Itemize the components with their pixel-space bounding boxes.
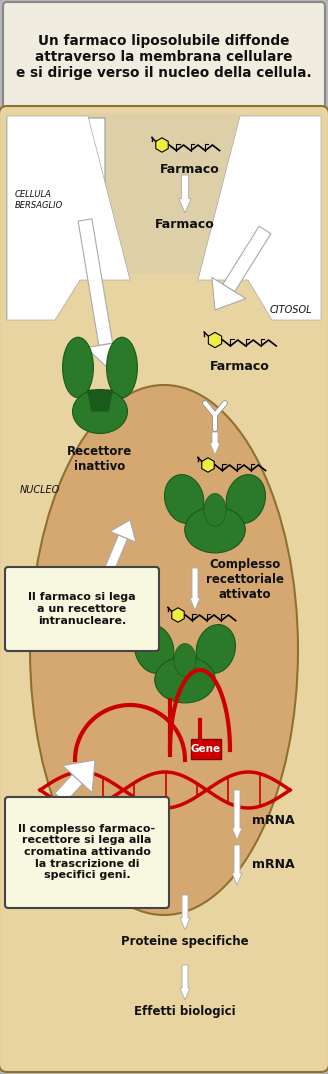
Polygon shape	[232, 790, 242, 840]
Ellipse shape	[107, 337, 137, 397]
Ellipse shape	[204, 493, 226, 526]
Ellipse shape	[134, 625, 174, 673]
FancyBboxPatch shape	[5, 797, 169, 908]
Text: Proteine specifiche: Proteine specifiche	[121, 935, 249, 948]
Polygon shape	[232, 845, 242, 885]
Ellipse shape	[30, 384, 298, 915]
Polygon shape	[156, 137, 168, 153]
Text: mRNA: mRNA	[252, 858, 295, 871]
FancyBboxPatch shape	[79, 114, 249, 274]
Polygon shape	[180, 895, 190, 930]
Text: CITOSOL: CITOSOL	[270, 305, 312, 315]
Ellipse shape	[155, 656, 215, 702]
Polygon shape	[179, 175, 191, 213]
FancyBboxPatch shape	[0, 106, 328, 1072]
FancyBboxPatch shape	[191, 739, 221, 759]
Text: Il farmaco si lega
a un recettore
intranucleare.: Il farmaco si lega a un recettore intran…	[28, 593, 136, 625]
Ellipse shape	[63, 337, 93, 397]
Ellipse shape	[196, 625, 236, 673]
Text: Un farmaco liposolubile diffonde
attraverso la membrana cellulare
e si dirige ve: Un farmaco liposolubile diffonde attrave…	[16, 33, 312, 81]
Polygon shape	[208, 332, 222, 348]
Polygon shape	[7, 118, 105, 320]
Text: mRNA: mRNA	[252, 813, 295, 827]
Polygon shape	[106, 535, 128, 570]
Text: Effetti biologici: Effetti biologici	[134, 1005, 236, 1018]
Polygon shape	[198, 116, 321, 320]
Ellipse shape	[165, 475, 204, 523]
Polygon shape	[110, 520, 136, 542]
Polygon shape	[63, 760, 95, 793]
Polygon shape	[87, 390, 113, 411]
Polygon shape	[55, 774, 83, 802]
Text: Farmaco: Farmaco	[160, 163, 220, 176]
Polygon shape	[180, 966, 190, 1000]
Polygon shape	[86, 342, 125, 371]
Polygon shape	[172, 608, 184, 622]
Polygon shape	[210, 432, 220, 455]
Ellipse shape	[185, 507, 245, 553]
FancyBboxPatch shape	[3, 2, 325, 118]
Ellipse shape	[72, 390, 128, 434]
Text: Complesso
recettoriale
attivato: Complesso recettoriale attivato	[206, 558, 284, 601]
Text: Farmaco: Farmaco	[155, 218, 215, 231]
Text: CELLULA
BERSAGLIO: CELLULA BERSAGLIO	[15, 190, 63, 209]
Ellipse shape	[226, 475, 265, 523]
Polygon shape	[212, 277, 246, 310]
Polygon shape	[223, 227, 271, 292]
Polygon shape	[7, 116, 130, 320]
Polygon shape	[202, 458, 214, 473]
Text: Recettore
inattivo: Recettore inattivo	[67, 445, 133, 473]
Text: Farmaco: Farmaco	[210, 360, 270, 373]
Polygon shape	[78, 219, 113, 346]
Polygon shape	[190, 568, 200, 610]
Text: Il complesso farmaco-
recettore si lega alla
cromatina attivando
la trascrizione: Il complesso farmaco- recettore si lega …	[18, 824, 155, 881]
Ellipse shape	[174, 643, 196, 677]
FancyBboxPatch shape	[5, 567, 159, 651]
Text: NUCLEO: NUCLEO	[20, 485, 60, 495]
Text: Gene: Gene	[191, 744, 221, 754]
